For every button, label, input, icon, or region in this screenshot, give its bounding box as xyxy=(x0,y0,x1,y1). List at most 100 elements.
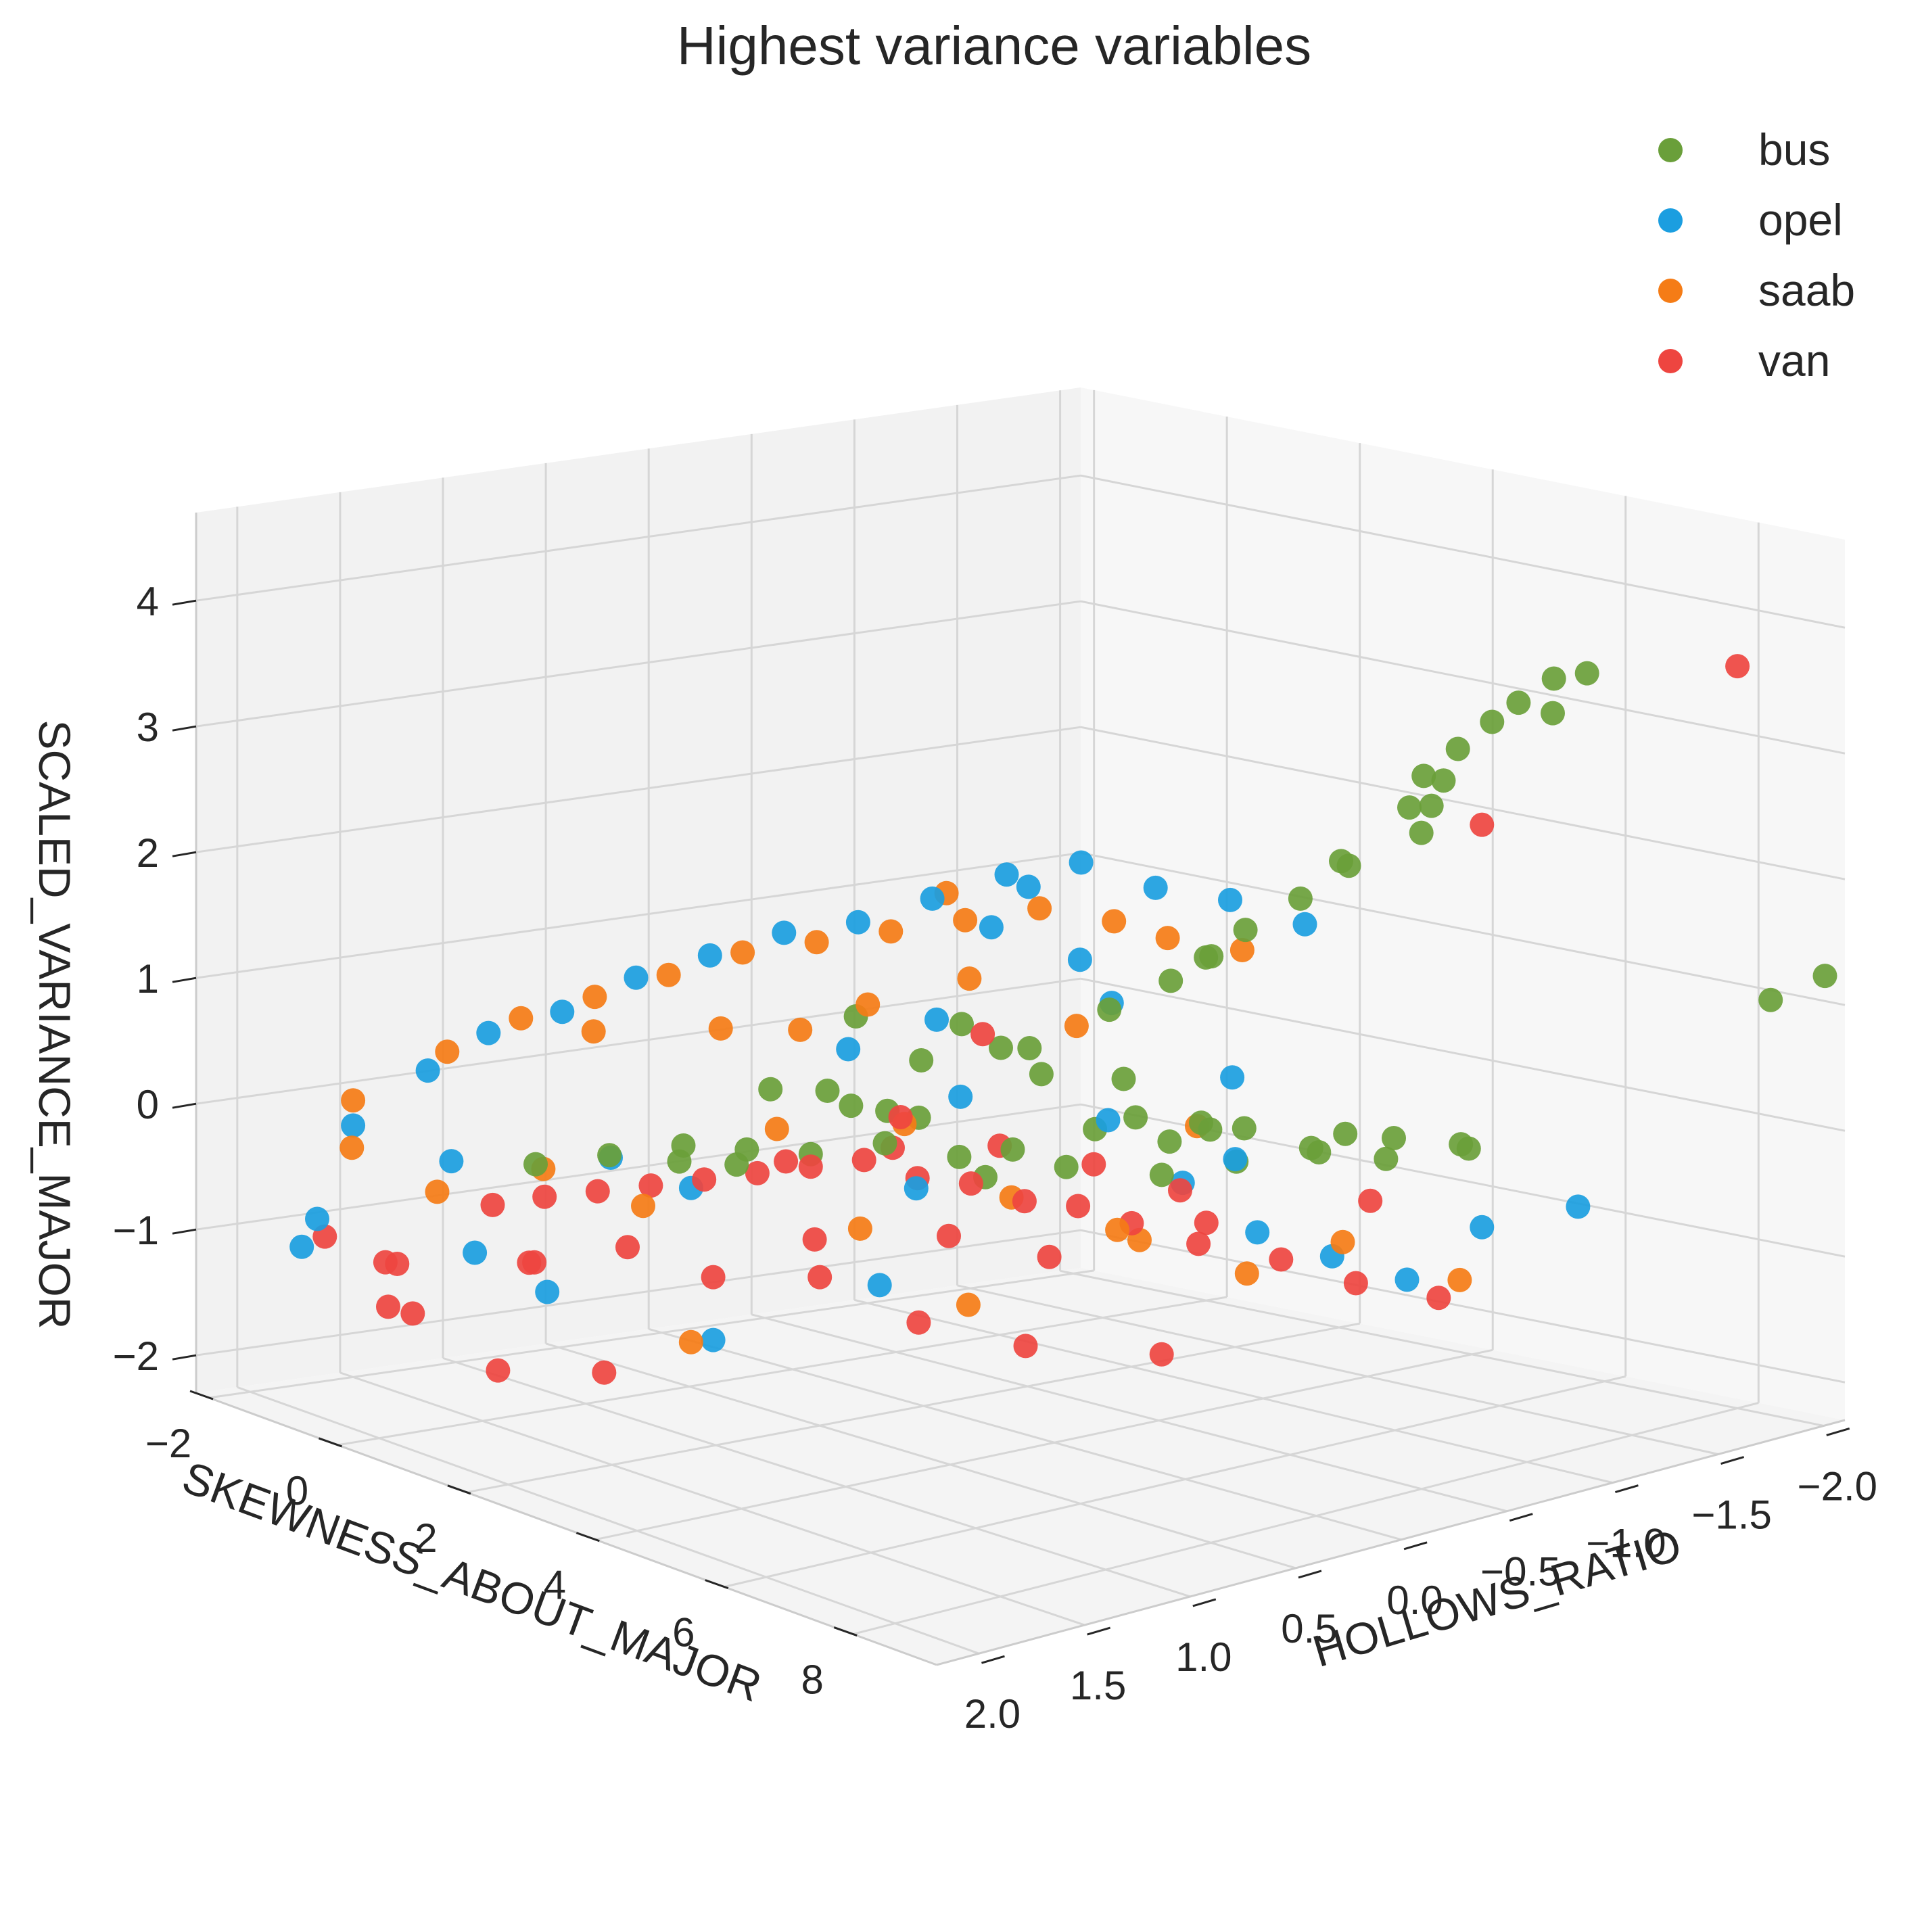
scatter-point-opel xyxy=(476,1020,501,1045)
z-axis-label: SCALED_VARIANCE_MAJOR xyxy=(30,720,80,1329)
y-tick-mark xyxy=(1720,1456,1745,1465)
scatter-point-bus xyxy=(1411,763,1436,788)
scatter-point-bus xyxy=(1232,1116,1257,1141)
y-tick-label: −1.5 xyxy=(1691,1492,1771,1538)
y-tick-mark xyxy=(1298,1570,1322,1579)
scatter-point-saab xyxy=(956,1292,981,1317)
scatter-point-saab xyxy=(1234,1261,1259,1286)
scatter-point-saab xyxy=(957,966,982,991)
scatter-point-saab xyxy=(953,908,978,933)
scatter-point-saab xyxy=(581,1019,606,1044)
scatter-point-van xyxy=(1194,1210,1219,1235)
scatter-point-saab xyxy=(1447,1267,1472,1292)
scatter-point-van xyxy=(522,1250,547,1275)
scatter-point-saab xyxy=(678,1329,703,1354)
scatter-point-van xyxy=(376,1294,400,1319)
scatter-point-bus xyxy=(1758,987,1783,1012)
grid-line-y-floor xyxy=(751,1313,1507,1513)
scatter-point-bus xyxy=(1333,1121,1358,1146)
scatter-point-opel xyxy=(924,1007,949,1032)
z-tick-label: 1 xyxy=(137,956,159,1002)
x-tick-label: 8 xyxy=(801,1657,824,1703)
scatter-point-saab xyxy=(582,985,607,1010)
scatter-point-bus xyxy=(1123,1105,1148,1130)
scatter-point-van xyxy=(400,1301,425,1326)
y-axis-line xyxy=(936,1419,1846,1666)
scatter-point-saab xyxy=(1229,938,1255,962)
scatter-point-opel xyxy=(979,915,1004,940)
scatter-point-bus xyxy=(909,1048,934,1073)
scatter-point-van xyxy=(585,1179,610,1204)
y-tick-mark xyxy=(1403,1541,1428,1551)
scatter-point-opel xyxy=(1566,1194,1591,1219)
scatter-point-bus xyxy=(1419,793,1444,818)
z-tick-label: 0 xyxy=(137,1082,159,1127)
scatter-point-van xyxy=(774,1149,799,1174)
scatter-point-bus xyxy=(1017,1036,1042,1060)
scatter-point-bus xyxy=(1382,1126,1406,1150)
scatter-point-bus xyxy=(523,1152,548,1177)
scatter-point-opel xyxy=(697,943,722,968)
grid-line-y-floor xyxy=(442,1357,1191,1598)
grid-line-x-floor xyxy=(595,1348,1493,1541)
scatter-point-van xyxy=(1725,654,1750,679)
grid-line-y-floor xyxy=(854,1298,1613,1484)
scatter-point-opel xyxy=(867,1273,892,1298)
grid-lines xyxy=(195,390,1846,1655)
scatter-point-bus xyxy=(1574,661,1599,686)
scatter-point-opel xyxy=(1067,947,1092,972)
scatter-point-van xyxy=(701,1265,726,1290)
y-tick-label: 2.0 xyxy=(964,1691,1021,1737)
grid-line-x-floor xyxy=(337,1296,1227,1446)
scatter-point-bus xyxy=(1541,701,1565,726)
grid-line-y-floor xyxy=(1060,1269,1825,1427)
scatter-point-van xyxy=(385,1252,410,1276)
scatter-point-opel xyxy=(463,1240,488,1265)
scatter-point-bus xyxy=(1157,1129,1182,1154)
scatter-point-van xyxy=(798,1154,823,1179)
scatter-point-bus xyxy=(1097,997,1122,1022)
scatter-point-bus xyxy=(1329,849,1353,874)
legend-marker-bus xyxy=(1658,138,1683,162)
x-tick-label: 6 xyxy=(672,1610,695,1655)
scatter-point-saab xyxy=(435,1039,460,1064)
z-tick-mark xyxy=(172,1354,197,1361)
x-tick-mark xyxy=(318,1437,342,1448)
scatter-point-opel xyxy=(1096,1108,1121,1133)
grid-line-y-floor xyxy=(648,1327,1402,1541)
scatter-point-bus xyxy=(1449,1132,1474,1157)
grid-line-z-left xyxy=(195,1103,1081,1231)
scatter-point-bus xyxy=(815,1079,840,1103)
scatter-point-saab xyxy=(764,1116,789,1141)
scatter-point-bus xyxy=(1298,1135,1323,1160)
y-tick-label: −2.0 xyxy=(1798,1463,1877,1509)
legend-marker-opel xyxy=(1658,208,1683,233)
x-tick-label: 2 xyxy=(415,1515,437,1561)
scatter-point-saab xyxy=(1102,909,1127,934)
scatter-point-van xyxy=(1012,1189,1037,1214)
scatter-point-van xyxy=(851,1148,876,1173)
scatter-point-bus xyxy=(1054,1154,1079,1179)
scatter-point-opel xyxy=(1245,1220,1270,1245)
scatter-point-bus xyxy=(1374,1146,1399,1171)
scatter-point-bus xyxy=(1445,736,1470,761)
scatter-point-bus xyxy=(1111,1066,1136,1091)
tick-marks: −2 0 2 4 6 8 2.0 1.5 1.0 0.5 0.0 −0.5 −1.0 −1.5 −2.0 −2… xyxy=(113,579,1877,1737)
scatter-point-van xyxy=(592,1360,617,1385)
grid-line-z-right xyxy=(1080,851,1846,1006)
scatter-point-bus xyxy=(839,1093,864,1118)
legend-marker-saab xyxy=(1658,279,1683,303)
scatter-point-saab xyxy=(788,1017,813,1042)
scatter-point-saab xyxy=(878,919,904,944)
scatter-point-van xyxy=(1426,1286,1451,1311)
y-tick-mark xyxy=(981,1655,1005,1664)
y-tick-label: 0.0 xyxy=(1386,1578,1443,1623)
z-tick-mark xyxy=(172,1102,197,1109)
grid-line-y-floor xyxy=(957,1284,1718,1455)
scatter-points xyxy=(289,654,1837,1385)
z-tick-label: −1 xyxy=(113,1208,159,1253)
scatter-point-bus xyxy=(1199,944,1224,969)
scatter-point-bus xyxy=(1480,709,1505,734)
x-tick-label: −2 xyxy=(145,1421,191,1466)
scatter-point-opel xyxy=(994,862,1019,887)
